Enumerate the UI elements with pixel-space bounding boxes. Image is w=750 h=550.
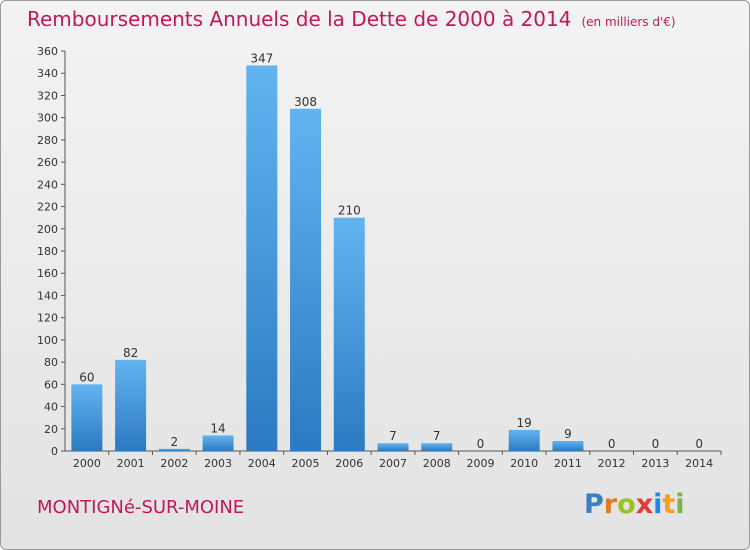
y-tick-label: 40: [44, 401, 58, 414]
value-label-2007: 7: [389, 429, 397, 443]
y-tick-label: 20: [44, 423, 58, 436]
bar-2003: [202, 435, 234, 451]
value-label-2002: 2: [171, 435, 179, 449]
logo-letter: r: [603, 489, 618, 520]
value-label-2006: 210: [338, 204, 361, 218]
y-tick-label: 340: [37, 67, 58, 80]
value-label-2012: 0: [608, 437, 616, 451]
x-tick-label-2004: 2004: [248, 457, 276, 470]
x-tick-label-2012: 2012: [598, 457, 626, 470]
y-tick-label: 360: [37, 45, 58, 58]
value-label-2003: 14: [210, 421, 225, 435]
y-tick-label: 180: [37, 245, 58, 258]
x-tick-label-2002: 2002: [160, 457, 188, 470]
title-text: Remboursements Annuels de la Dette de 20…: [27, 7, 572, 31]
x-tick-label-2007: 2007: [379, 457, 407, 470]
value-label-2011: 9: [564, 427, 572, 441]
bar-2005: [290, 108, 322, 452]
title-unit: (en milliers d'€): [581, 15, 676, 29]
bar-2011: [552, 441, 584, 451]
value-label-2009: 0: [477, 437, 485, 451]
logo-letter: t: [662, 489, 676, 520]
bar-2007: [377, 443, 409, 451]
commune-name: MONTIGNé-SUR-MOINE: [37, 497, 245, 518]
y-tick-label: 0: [51, 445, 58, 458]
y-tick-label: 300: [37, 112, 58, 125]
bar-2000: [71, 384, 103, 451]
bar-2002: [158, 448, 190, 451]
y-tick-label: 160: [37, 267, 58, 280]
y-tick-label: 140: [37, 289, 58, 302]
logo-letter: i: [653, 489, 663, 520]
y-tick-label: 100: [37, 334, 58, 347]
y-tick-label: 320: [37, 89, 58, 102]
logo-letter: o: [617, 489, 636, 520]
y-tick-label: 120: [37, 312, 58, 325]
logo-letter: P: [584, 489, 604, 520]
proxiti-logo: Proxiti: [584, 489, 685, 520]
x-tick-label-2011: 2011: [554, 457, 582, 470]
y-tick-label: 60: [44, 378, 58, 391]
logo-letter: x: [635, 489, 654, 520]
x-tick-label-2010: 2010: [510, 457, 538, 470]
bar-2008: [421, 443, 453, 451]
x-tick-label-2003: 2003: [204, 457, 232, 470]
value-label-2010: 19: [517, 416, 532, 430]
logo-letter: i: [675, 489, 685, 520]
y-tick-label: 240: [37, 178, 58, 191]
x-tick-label-2014: 2014: [685, 457, 713, 470]
bar-2006: [333, 217, 365, 451]
y-tick-label: 260: [37, 156, 58, 169]
value-label-2001: 82: [123, 346, 138, 360]
y-tick-label: 220: [37, 201, 58, 214]
y-tick-label: 80: [44, 356, 58, 369]
value-label-2008: 7: [433, 429, 441, 443]
x-tick-label-2000: 2000: [73, 457, 101, 470]
x-tick-label-2006: 2006: [335, 457, 363, 470]
bar-2001: [115, 359, 147, 451]
bar-2004: [246, 65, 278, 451]
chart-title: Remboursements Annuels de la Dette de 20…: [27, 7, 676, 31]
x-tick-label-2008: 2008: [423, 457, 451, 470]
x-tick-label-2005: 2005: [292, 457, 320, 470]
value-label-2004: 347: [250, 51, 273, 65]
value-label-2005: 308: [294, 95, 317, 109]
y-tick-label: 280: [37, 134, 58, 147]
x-tick-label-2001: 2001: [117, 457, 145, 470]
value-label-2000: 60: [79, 370, 94, 384]
value-label-2013: 0: [652, 437, 660, 451]
y-tick-label: 200: [37, 223, 58, 236]
value-label-2014: 0: [695, 437, 703, 451]
x-tick-label-2013: 2013: [641, 457, 669, 470]
bar-2010: [508, 429, 540, 451]
x-tick-label-2009: 2009: [466, 457, 494, 470]
